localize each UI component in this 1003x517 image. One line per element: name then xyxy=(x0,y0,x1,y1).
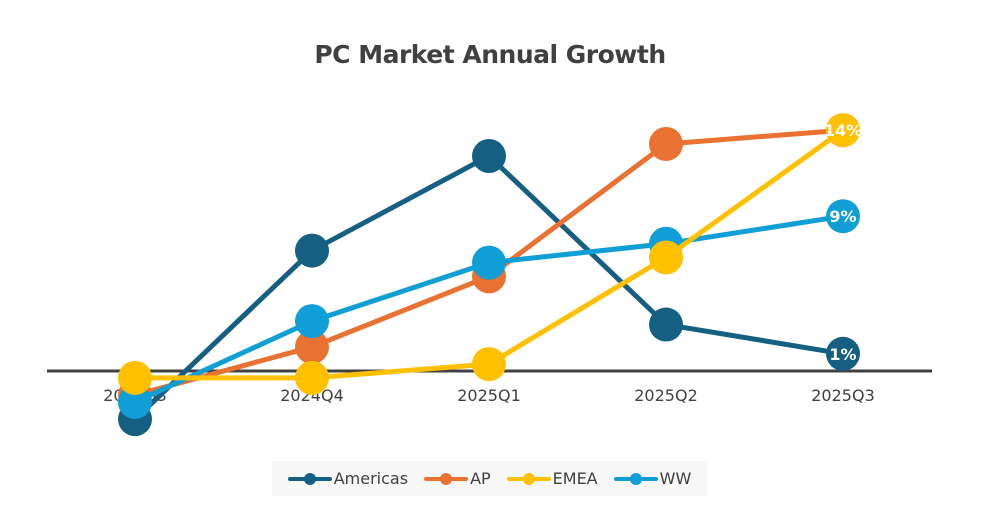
data-point-ww xyxy=(826,199,860,234)
data-point-emea xyxy=(295,360,329,395)
data-point-ap xyxy=(649,126,683,161)
data-point-americas xyxy=(649,307,683,342)
data-point-emea xyxy=(472,347,506,382)
legend-swatch xyxy=(506,472,551,485)
x-tick-label: 2025Q2 xyxy=(634,386,698,405)
legend-item-emea: EMEA xyxy=(506,469,598,488)
data-point-ww xyxy=(118,384,152,419)
data-label-emea: 14% xyxy=(824,121,862,140)
data-point-emea xyxy=(118,360,152,395)
chart-legend: Americas AP EMEA WW xyxy=(272,461,707,496)
data-point-americas xyxy=(472,139,506,173)
legend-swatch xyxy=(287,472,332,485)
x-tick-label: 2025Q3 xyxy=(811,386,875,405)
data-point-ap xyxy=(295,329,329,364)
data-point-emea xyxy=(649,240,683,275)
data-point-americas xyxy=(826,336,860,371)
legend-item-americas: Americas xyxy=(287,469,409,488)
legend-item-ap: AP xyxy=(424,469,491,488)
chart-title: PC Market Annual Growth xyxy=(314,40,666,69)
data-point-ww xyxy=(472,245,506,280)
data-label-americas: 1% xyxy=(829,345,856,364)
x-tick-label: 2025Q1 xyxy=(457,386,521,405)
data-label-ww: 9% xyxy=(829,207,856,226)
x-tick-label: 2024Q4 xyxy=(280,386,344,405)
data-point-ww xyxy=(295,304,329,339)
legend-label: AP xyxy=(470,469,491,488)
data-point-emea xyxy=(826,113,860,148)
data-point-americas xyxy=(295,233,329,268)
legend-item-ww: WW xyxy=(613,469,692,488)
legend-label: EMEA xyxy=(552,469,598,488)
legend-label: WW xyxy=(659,469,692,488)
legend-swatch xyxy=(613,472,658,485)
legend-label: Americas xyxy=(333,469,409,488)
legend-swatch xyxy=(424,472,469,485)
